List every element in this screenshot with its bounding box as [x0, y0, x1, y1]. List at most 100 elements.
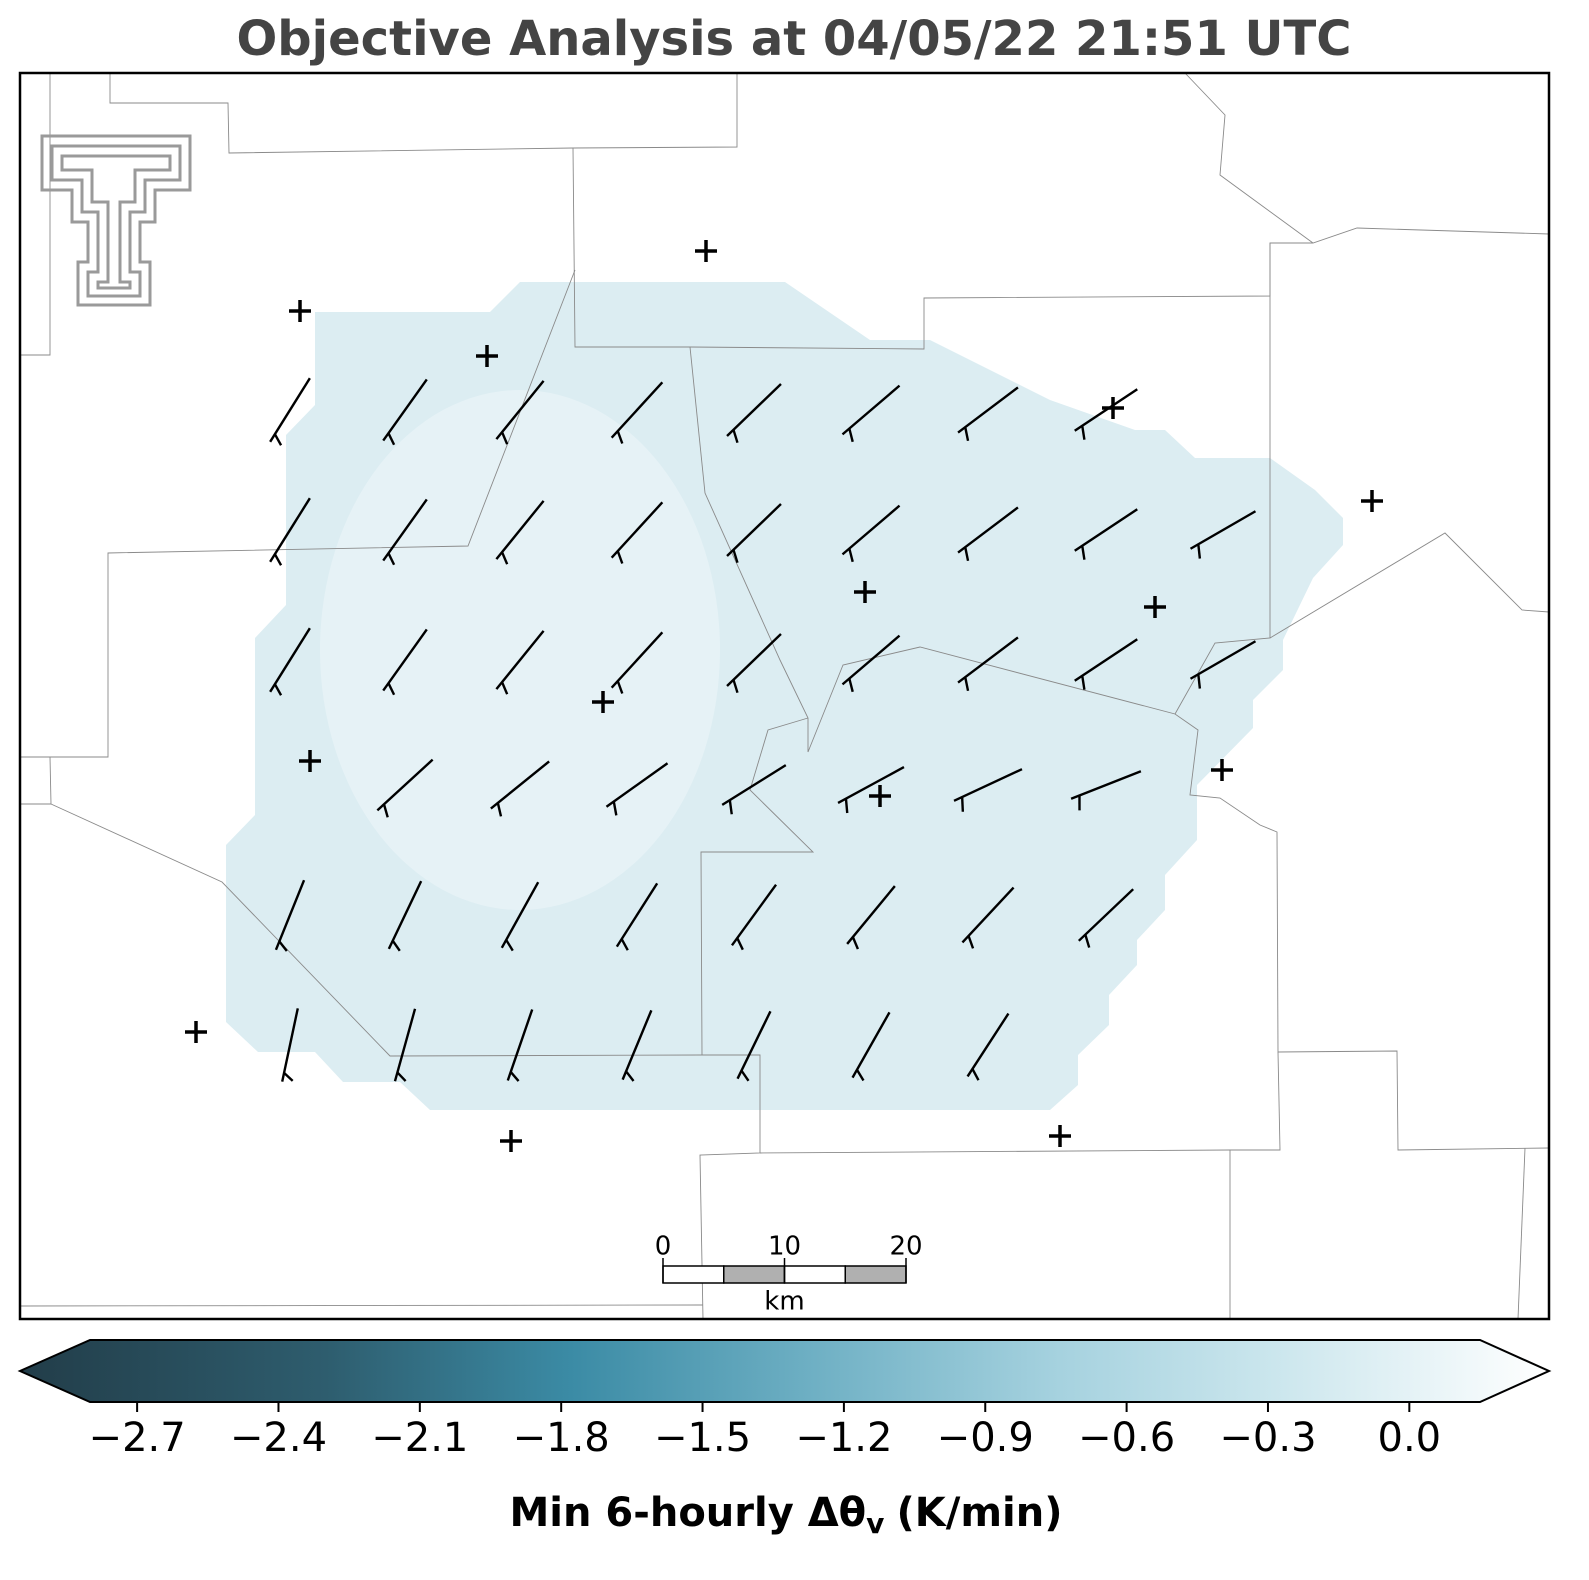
- barb-flag: [732, 549, 739, 564]
- scale-segment: [783, 1265, 846, 1284]
- barb-shaft: [1189, 510, 1257, 550]
- barb-flag: [273, 553, 283, 566]
- barb-shaft: [382, 498, 428, 562]
- barb-flag: [391, 940, 401, 952]
- colorbar-tick-label: −1.5: [654, 1415, 751, 1461]
- scale-segment: [844, 1265, 907, 1284]
- barb-flag: [736, 937, 744, 951]
- barb-shaft: [269, 627, 311, 693]
- barb-shaft: [1074, 388, 1138, 432]
- barb-shaft: [730, 883, 778, 947]
- barb-shaft: [837, 766, 905, 804]
- map-frame: [18, 71, 1551, 1321]
- scale-unit: km: [764, 1287, 804, 1317]
- barb-flag: [848, 548, 854, 563]
- scale-segment: [662, 1265, 725, 1284]
- colorbar: −2.7 −2.4 −2.1 −1.8 −1.5 −1.2 −0.9 −0.6 −0.3 0.0: [17, 1339, 1552, 1461]
- colorbar-tick-label: −0.3: [1219, 1415, 1316, 1461]
- barb-shaft: [957, 386, 1019, 434]
- barb-flag: [396, 1071, 407, 1082]
- barb-shaft: [966, 1012, 1010, 1078]
- barb-flag: [1084, 934, 1091, 948]
- barb-shaft: [393, 1008, 417, 1082]
- barb-flag: [500, 551, 509, 565]
- barb-shaft: [621, 1009, 653, 1081]
- barb-shaft: [605, 762, 669, 808]
- logo: [40, 134, 192, 307]
- barb-shaft: [851, 1011, 891, 1079]
- barb-flag: [500, 431, 509, 445]
- barb-shaft: [274, 879, 306, 951]
- barb-shaft: [1074, 638, 1138, 682]
- barb-shaft: [957, 636, 1019, 684]
- barb-flag: [387, 682, 396, 696]
- barb-shaft: [841, 504, 901, 556]
- barb-flag: [387, 552, 396, 566]
- barb-shaft: [610, 381, 664, 439]
- scale-segment: [723, 1265, 786, 1284]
- barb-flag: [964, 426, 970, 442]
- barb-shaft: [841, 384, 901, 436]
- colorbar-tick-label: −1.8: [513, 1415, 610, 1461]
- colorbar-label-sub: v: [866, 1507, 884, 1540]
- colorbar-label-main: Min 6-hourly Δθ: [510, 1490, 867, 1536]
- stations: [185, 240, 1383, 1152]
- barb-shaft: [721, 764, 787, 806]
- barb-shaft: [387, 880, 423, 950]
- barb-shaft: [506, 1009, 534, 1081]
- barb-flag: [616, 680, 624, 694]
- barb-flag: [960, 796, 965, 812]
- barb-flag: [732, 429, 739, 444]
- barb-shaft: [961, 886, 1015, 944]
- barb-shaft: [281, 1008, 299, 1082]
- barb-flag: [278, 940, 288, 952]
- barb-flag: [500, 681, 509, 695]
- barb-flag: [1081, 425, 1086, 440]
- barb-flag: [625, 1070, 635, 1082]
- colorbar-tick-label: −2.1: [371, 1415, 468, 1461]
- barb-flag: [616, 430, 624, 444]
- colorbar-tick-label: −2.4: [230, 1415, 327, 1461]
- barb-shaft: [495, 380, 545, 440]
- colorbar-body: [17, 1339, 1552, 1403]
- colorbar-tick-label: −2.7: [89, 1415, 186, 1461]
- barb-flag: [496, 802, 503, 817]
- barb-flag: [612, 801, 618, 816]
- barb-flag: [273, 683, 283, 696]
- barb-shaft: [1074, 508, 1138, 552]
- scale-tick-label: 10: [768, 1232, 801, 1262]
- barb-flag: [1081, 675, 1086, 690]
- barb-shaft: [726, 383, 782, 437]
- barb-flag: [620, 938, 629, 951]
- barb-flag: [967, 935, 975, 949]
- barb-shaft: [841, 634, 901, 686]
- barb-flag: [848, 678, 854, 693]
- colorbar-tick-label: −1.2: [795, 1415, 892, 1461]
- barb-shaft: [846, 885, 896, 945]
- barb-flag: [283, 1071, 294, 1082]
- barb-shaft: [490, 760, 550, 810]
- barb-flag: [387, 432, 396, 446]
- barb-flag: [505, 939, 514, 952]
- barb-shaft: [495, 500, 545, 560]
- barb-flag: [732, 679, 739, 694]
- barb-shaft: [1189, 640, 1257, 680]
- colorbar-tick-label: 0.0: [1378, 1415, 1442, 1461]
- barb-shaft: [269, 497, 311, 563]
- wind-barbs: [269, 377, 1257, 1082]
- scale-bar: 0 10 20 km: [655, 1232, 923, 1317]
- barb-flag: [851, 936, 860, 950]
- barb-shaft: [615, 882, 659, 948]
- colorbar-label: Min 6-hourly Δθv (K/min): [510, 1490, 1063, 1540]
- scale-tick-label: 20: [889, 1232, 922, 1262]
- scale-tick-label: 0: [655, 1232, 672, 1262]
- barb-shaft: [610, 501, 664, 559]
- analysis-light: [320, 390, 720, 910]
- barb-flag: [382, 803, 389, 818]
- barb-shaft: [269, 377, 311, 443]
- barb-flag: [1197, 674, 1202, 689]
- barb-shaft: [382, 628, 428, 692]
- barb-shaft: [495, 630, 545, 690]
- barb-flag: [855, 1069, 865, 1082]
